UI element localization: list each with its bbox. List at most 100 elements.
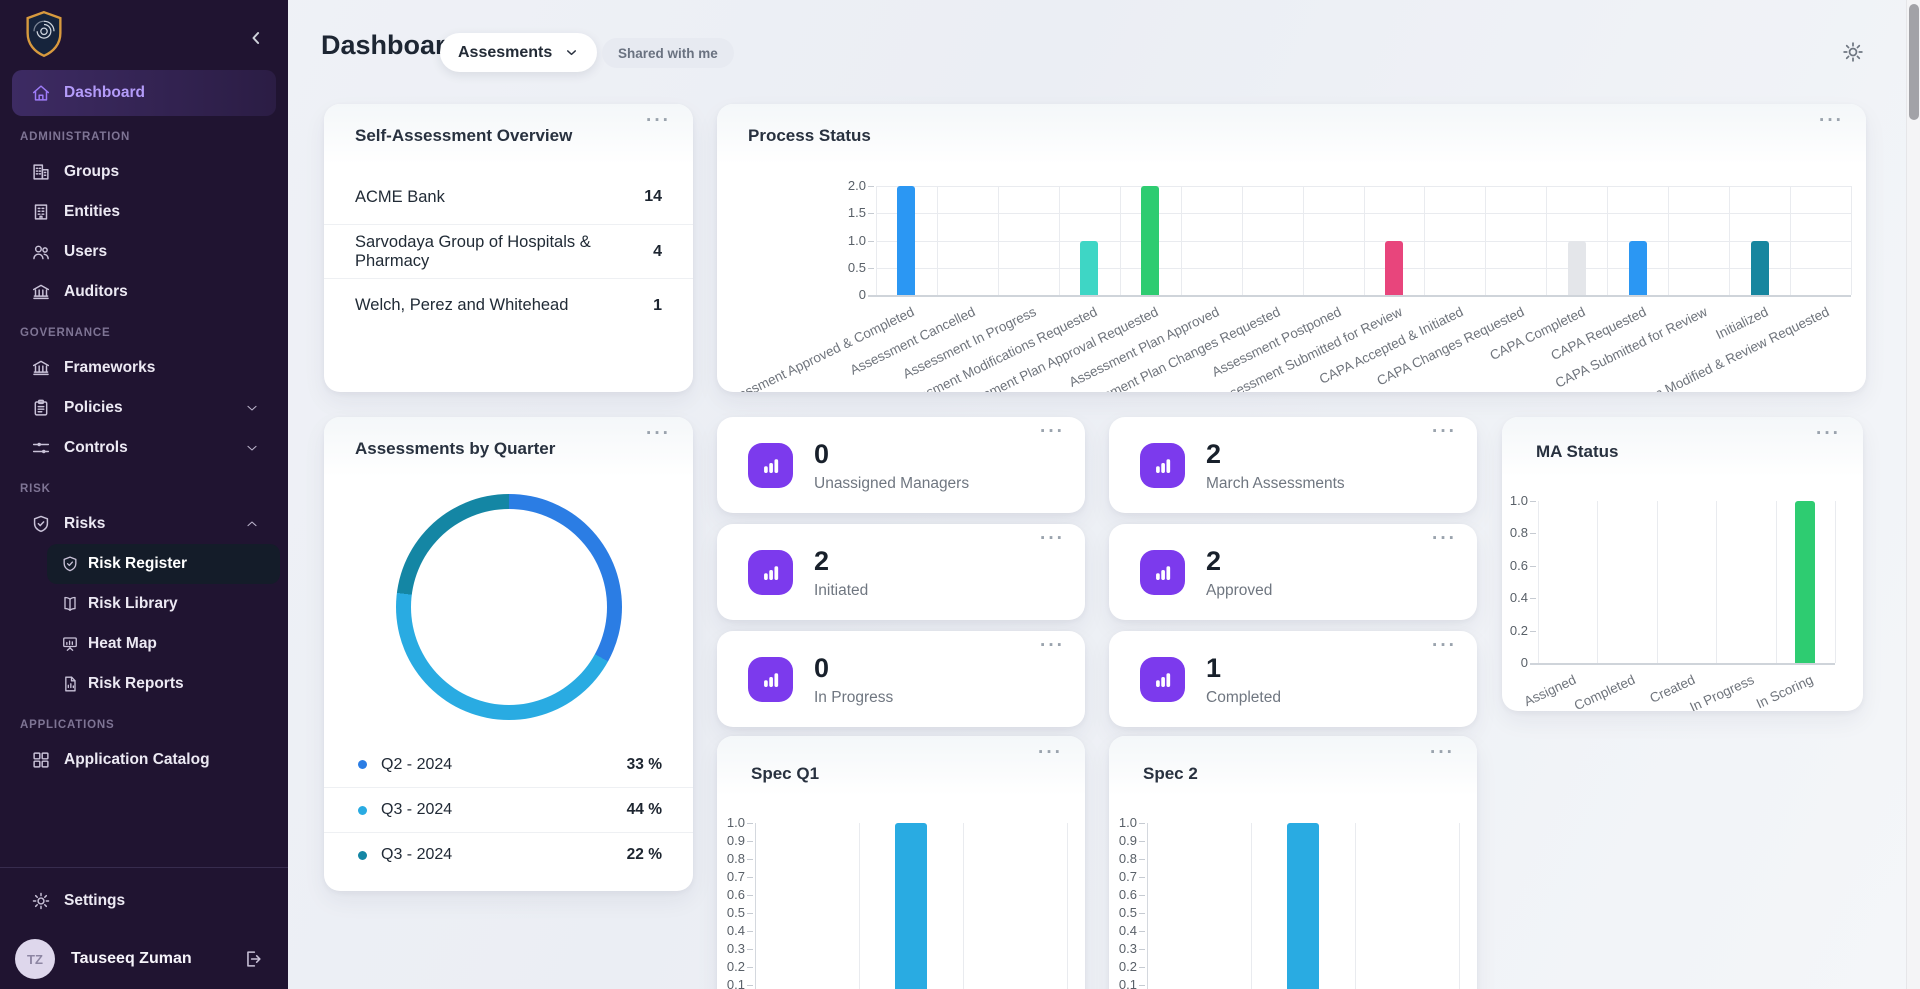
chevron-down-icon xyxy=(564,45,579,60)
sidebar-item-entities[interactable]: Entities xyxy=(0,192,288,232)
shared-with-me-label: Shared with me xyxy=(618,45,718,61)
ma-status-bar-chart: 0 0.2 0.4 0.6 0.8 1.0 Assigned Completed Created… xyxy=(1502,417,1863,711)
assessment-row-acme-bank[interactable]: ACME Bank 14 xyxy=(324,170,693,224)
more-menu-icon[interactable] xyxy=(1432,528,1457,550)
assessments-by-quarter-card: Assessments by Quarter Q2 - 2024 33 % Q3 -… xyxy=(324,417,693,891)
nav-section-label: RISK xyxy=(20,483,51,495)
stat-value: 2 xyxy=(1206,546,1222,576)
sidebar-item-application-catalog[interactable]: Application Catalog xyxy=(0,740,288,780)
sidebar-item-users[interactable]: Users xyxy=(0,232,288,272)
y-tick-label: 0 xyxy=(1520,655,1528,670)
stat-value: 0 xyxy=(814,439,830,469)
legend-dot-icon xyxy=(358,760,367,769)
stat-value: 1 xyxy=(1206,653,1222,683)
y-tick-label: 0.6 xyxy=(726,887,745,902)
assessment-org-name: Sarvodaya Group of Hospitals & Pharmacy xyxy=(355,232,591,270)
sidebar-item-risk-reports[interactable]: Risk Reports xyxy=(0,664,288,704)
card-title: Spec Q1 xyxy=(751,764,820,783)
stat-label: In Progress xyxy=(814,689,894,706)
more-menu-icon[interactable] xyxy=(646,110,671,132)
legend-row-q2-2024: Q2 - 2024 33 % xyxy=(324,742,693,787)
sidebar-item-settings[interactable]: Settings xyxy=(0,881,288,921)
nav-item-label: Entities xyxy=(64,203,120,220)
sidebar-item-risks[interactable]: Risks xyxy=(0,504,288,544)
assessment-rows: ACME Bank 14 Sarvodaya Group of Hospitals … xyxy=(324,170,693,332)
bar-in-scoring xyxy=(1795,501,1816,663)
nav-item-label: Policies xyxy=(64,399,123,416)
sidebar-collapse-icon[interactable] xyxy=(246,28,266,48)
settings-label: Settings xyxy=(64,892,126,909)
y-tick-label: 0.8 xyxy=(1509,525,1528,541)
nav-item-label: Heat Map xyxy=(88,635,157,652)
bar-spec-2-1 xyxy=(1287,823,1319,989)
stat-tile-unassigned-managers[interactable]: 0 Unassigned Managers xyxy=(717,417,1085,513)
sidebar-item-risk-library[interactable]: Risk Library xyxy=(0,584,288,624)
sidebar-item-risk-register[interactable]: Risk Register xyxy=(47,544,280,584)
bar-initialized xyxy=(1750,240,1769,295)
stat-value: 2 xyxy=(1206,439,1222,469)
shared-with-me-button[interactable]: Shared with me xyxy=(602,38,734,68)
sidebar-item-heat-map[interactable]: Heat Map xyxy=(0,624,288,664)
spec-q1-bar-chart: 0.1 0.2 0.3 0.4 0.5 0.6 0.7 0.8 0.9 1.0 xyxy=(717,736,1085,989)
y-tick-label: 1.0 xyxy=(1118,815,1137,830)
y-tick-label: 2.0 xyxy=(847,178,866,193)
building-icon xyxy=(30,201,52,223)
user-profile[interactable]: TZ Tauseeq Zuman xyxy=(0,929,288,989)
more-menu-icon[interactable] xyxy=(1432,421,1457,443)
sidebar-item-auditors[interactable]: Auditors xyxy=(0,272,288,312)
assessment-row-welch-perez-and-whitehead[interactable]: Welch, Perez and Whitehead 1 xyxy=(324,278,693,332)
y-tick-label: 1.5 xyxy=(847,205,866,221)
y-tick-label: 0.7 xyxy=(726,869,745,884)
shield-check-icon xyxy=(30,513,52,535)
logout-icon[interactable] xyxy=(242,948,264,970)
shield-check-icon xyxy=(60,554,80,574)
clipboard-icon xyxy=(30,397,52,419)
sidebar-item-dashboard[interactable]: Dashboard xyxy=(12,70,276,116)
document-chart-icon xyxy=(60,674,80,694)
stat-tile-initiated[interactable]: 2 Initiated xyxy=(717,524,1085,620)
more-menu-icon[interactable] xyxy=(1040,635,1065,657)
page-title: Dashboard xyxy=(321,30,463,60)
donut-legend: Q2 - 2024 33 % Q3 - 2024 44 % Q3 - 2024 22 % xyxy=(324,742,693,877)
sidebar-item-frameworks[interactable]: Frameworks xyxy=(0,348,288,388)
sidebar-item-groups[interactable]: Groups xyxy=(0,152,288,192)
bar-chart-icon xyxy=(748,550,793,595)
y-tick-label: 0.3 xyxy=(1118,941,1137,956)
nav-item-label: Frameworks xyxy=(64,359,156,376)
more-menu-icon[interactable] xyxy=(646,423,671,445)
y-tick-label: 1.0 xyxy=(847,232,866,248)
y-tick-label: 0.2 xyxy=(726,959,745,974)
legend-value: 33 % xyxy=(626,755,662,773)
process-status-bar-chart: 0 0.5 1.0 1.5 2.0 Assessment Approved & Compl… xyxy=(717,104,1866,392)
home-icon xyxy=(30,82,52,104)
y-tick-label: 0.1 xyxy=(1118,977,1137,989)
assessments-filter-label: Assesments xyxy=(458,43,553,61)
y-tick-label: 0.4 xyxy=(726,923,745,938)
more-menu-icon[interactable] xyxy=(1040,528,1065,550)
y-tick-label: 0.5 xyxy=(726,905,745,920)
bar-capa-completed xyxy=(1567,240,1586,295)
scrollbar-thumb[interactable] xyxy=(1909,4,1919,120)
y-tick-label: 0.2 xyxy=(1118,959,1137,974)
assessment-count: 14 xyxy=(644,188,662,205)
legend-row-q3-2024: Q3 - 2024 22 % xyxy=(324,832,693,877)
bar-assessment-plan-approval-requested xyxy=(1141,186,1160,295)
assessments-filter-button[interactable]: Assesments xyxy=(440,33,598,72)
stat-tile-completed[interactable]: 1 Completed xyxy=(1109,631,1477,727)
bar-chart-icon xyxy=(748,657,793,702)
more-menu-icon[interactable] xyxy=(1040,421,1065,443)
y-tick-label: 0.5 xyxy=(847,259,866,275)
stat-tile-approved[interactable]: 2 Approved xyxy=(1109,524,1477,620)
stat-tile-march-assessments[interactable]: 2 March Assessments xyxy=(1109,417,1477,513)
header-gear-icon[interactable] xyxy=(1840,39,1866,65)
stat-tile-in-progress[interactable]: 0 In Progress xyxy=(717,631,1085,727)
spec-q1-card: Spec Q1 0.1 0.2 0.3 0.4 0.5 0.6 0.7 0.8 0.9 1.0 xyxy=(717,736,1085,989)
legend-label: Q3 - 2024 xyxy=(381,801,453,818)
sidebar-item-controls[interactable]: Controls xyxy=(0,428,288,468)
stat-label: Completed xyxy=(1206,689,1281,706)
stat-label: March Assessments xyxy=(1206,475,1345,492)
legend-row-q3-2024: Q3 - 2024 44 % xyxy=(324,787,693,832)
sidebar-item-policies[interactable]: Policies xyxy=(0,388,288,428)
more-menu-icon[interactable] xyxy=(1432,635,1457,657)
assessment-row-sarvodaya-group-of-hospitals-pharmacy[interactable]: Sarvodaya Group of Hospitals & Pharmacy 4 xyxy=(324,224,693,278)
